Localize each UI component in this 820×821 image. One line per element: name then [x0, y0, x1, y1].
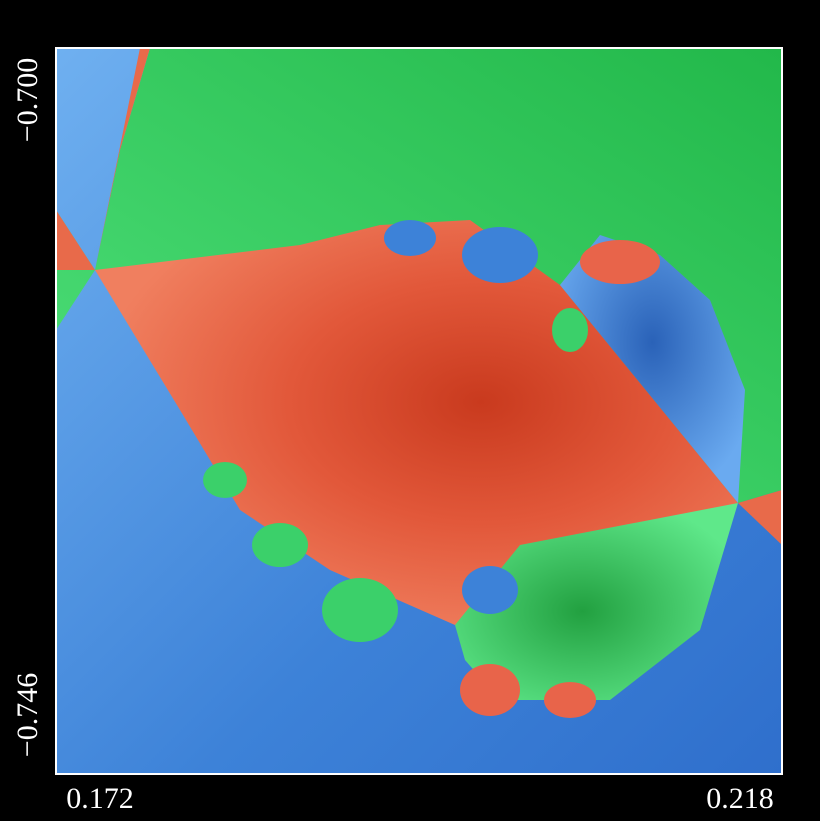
x-right-label: 0.218 — [706, 782, 774, 815]
red-wedge-left — [56, 210, 95, 270]
plot-frame — [55, 47, 783, 775]
blue-bulb-small — [384, 220, 436, 256]
green-bulb-small — [203, 462, 247, 498]
red-bulb — [544, 682, 596, 718]
fractal-image — [56, 48, 782, 774]
blue-bulb-small — [462, 566, 518, 614]
y-top-label: −0.700 — [11, 58, 44, 142]
green-bulb-small — [322, 578, 398, 642]
green-bulb-small — [252, 523, 308, 567]
blue-bulb-small — [462, 227, 538, 283]
green-bulb — [455, 503, 738, 700]
red-bulb — [580, 240, 660, 284]
red-wedge-right — [738, 490, 782, 545]
x-left-label: 0.172 — [66, 782, 134, 815]
green-bulb-small — [552, 308, 588, 352]
y-bottom-label: −0.746 — [11, 673, 44, 757]
blue-bulb — [560, 235, 745, 503]
red-bulb — [460, 664, 520, 716]
